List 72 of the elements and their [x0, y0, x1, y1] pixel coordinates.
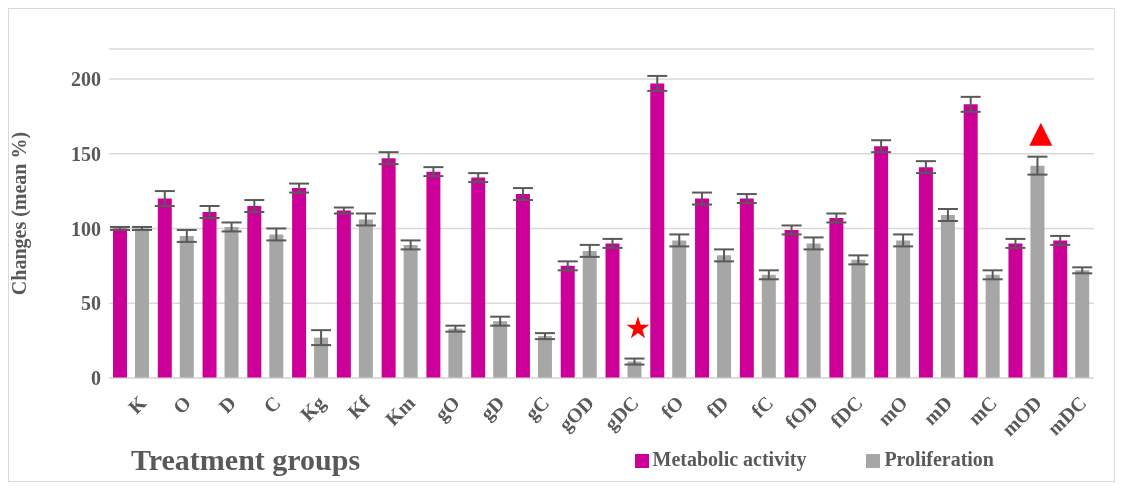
annotation: ▲	[1029, 113, 1053, 149]
bar	[717, 255, 732, 378]
bar	[918, 167, 933, 378]
x-tick-label: Km	[380, 391, 420, 430]
y-tick-label: 0	[91, 367, 101, 390]
bar	[1030, 165, 1045, 378]
bar	[739, 198, 754, 378]
x-tick-label: fO	[656, 391, 688, 423]
bar	[471, 177, 486, 378]
x-tick-label: fD	[701, 391, 733, 422]
bar	[582, 250, 597, 378]
x-tick-label: fC	[746, 391, 778, 422]
x-tick-label: D	[214, 391, 240, 418]
y-tick-label: 150	[71, 142, 101, 165]
bar	[113, 228, 127, 378]
bar	[851, 259, 866, 378]
y-tick-label: 200	[71, 68, 101, 91]
bar	[1053, 240, 1068, 378]
bar	[1008, 243, 1023, 378]
bar	[605, 243, 620, 378]
annotation: ★	[624, 309, 652, 345]
bar	[537, 336, 552, 378]
x-tick-label: gC	[520, 391, 555, 426]
x-tick-label: gD	[475, 391, 510, 426]
bar	[963, 104, 978, 378]
x-tick-label: K	[123, 391, 151, 419]
bar	[269, 234, 284, 378]
bar	[1075, 270, 1090, 378]
x-tick-label: gO	[430, 391, 465, 426]
bar	[896, 240, 911, 378]
bar	[135, 228, 149, 378]
x-tick-label: mC	[963, 391, 1002, 430]
x-tick-label: mO	[873, 391, 912, 430]
bar	[940, 215, 955, 378]
bar	[403, 244, 418, 378]
bar	[806, 243, 821, 378]
bar	[985, 274, 1000, 378]
bar	[784, 229, 799, 378]
bar	[426, 171, 441, 378]
y-tick-label: 50	[81, 292, 101, 315]
bar	[157, 198, 172, 378]
bar	[874, 146, 889, 378]
x-tick-label: O	[168, 391, 196, 419]
bar	[829, 217, 844, 378]
bar	[493, 321, 508, 378]
bar	[292, 188, 307, 378]
bar	[247, 206, 262, 378]
bar	[336, 210, 351, 378]
x-tick-label: Kf	[343, 391, 375, 423]
y-axis-title: Changes (mean %)	[8, 131, 32, 296]
x-tick-label: fOD	[780, 391, 822, 433]
bar	[202, 212, 217, 378]
bar	[314, 337, 329, 378]
bar	[695, 198, 710, 378]
bar	[650, 83, 665, 378]
bar	[560, 265, 575, 378]
x-tick-label: fDC	[826, 391, 867, 433]
bar	[179, 235, 194, 378]
legend-label: Metabolic activity	[652, 448, 807, 470]
y-tick-label: 100	[71, 217, 101, 240]
bar	[224, 226, 239, 378]
x-axis-title: Treatment groups	[131, 443, 361, 477]
bar	[358, 219, 373, 378]
bar	[672, 240, 687, 378]
bar	[448, 328, 463, 378]
legend-label: Proliferation	[884, 448, 994, 470]
x-tick-label: mD	[918, 391, 957, 430]
x-tick-label: C	[258, 391, 285, 418]
bar	[761, 274, 776, 378]
bar	[381, 158, 396, 378]
x-tick-label: Kg	[295, 391, 331, 426]
bar	[515, 194, 530, 378]
